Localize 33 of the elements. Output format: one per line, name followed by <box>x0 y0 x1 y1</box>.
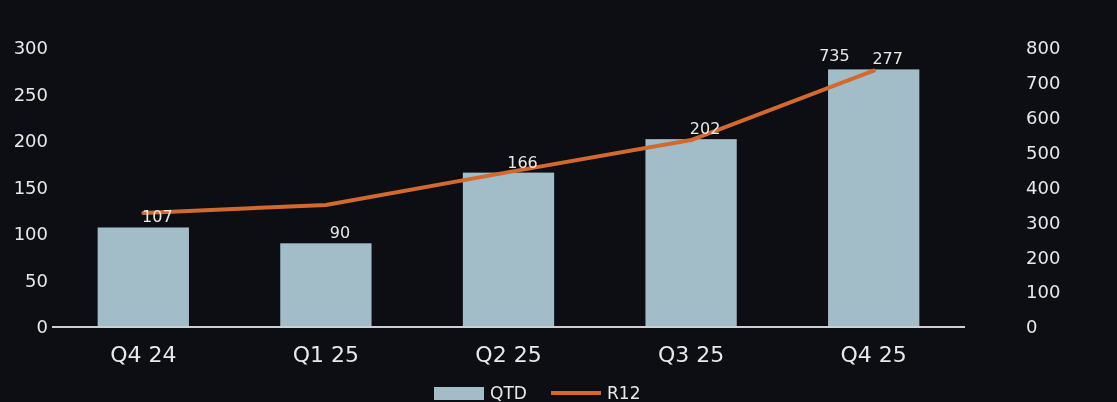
data-label: 90 <box>329 223 351 243</box>
bar <box>97 227 189 327</box>
x-tick-label: Q3 25 <box>657 342 725 367</box>
y-tick-label: 0 <box>36 316 48 338</box>
y2-tick-label: 700 <box>1026 72 1061 94</box>
x-tick-label: Q4 25 <box>840 342 907 367</box>
x-tick-label: Q1 25 <box>292 342 360 367</box>
y2-tick-label: 200 <box>1026 246 1061 268</box>
y2-tick-label: 0 <box>1026 316 1038 338</box>
y2-tick-label: 300 <box>1026 211 1061 233</box>
data-label: 277 <box>872 49 903 69</box>
bar <box>828 69 920 327</box>
y-tick-label: 150 <box>13 176 48 198</box>
y2-tick-label: 100 <box>1026 281 1061 303</box>
y-tick-label: 250 <box>13 83 48 105</box>
bar <box>645 139 737 327</box>
x-tick-label: Q2 25 <box>475 342 542 367</box>
y2-tick-label: 500 <box>1026 141 1061 163</box>
legend-label: R12 <box>607 382 641 402</box>
data-label: 166 <box>507 152 538 172</box>
y2-tick-label: 600 <box>1026 107 1061 129</box>
legend-label: QTD <box>490 382 527 402</box>
y-tick-label: 300 <box>13 37 48 59</box>
x-tick-label: Q4 24 <box>110 342 177 367</box>
y-tick-label: 200 <box>13 130 48 152</box>
bar <box>280 243 372 327</box>
y2-tick-label: 400 <box>1026 176 1061 198</box>
y2-tick-label: 800 <box>1026 37 1061 59</box>
y-tick-label: 50 <box>25 269 48 291</box>
y-tick-label: 100 <box>13 223 48 245</box>
data-label: 202 <box>689 119 721 139</box>
data-label: 735 <box>819 45 850 65</box>
bar <box>462 172 555 327</box>
